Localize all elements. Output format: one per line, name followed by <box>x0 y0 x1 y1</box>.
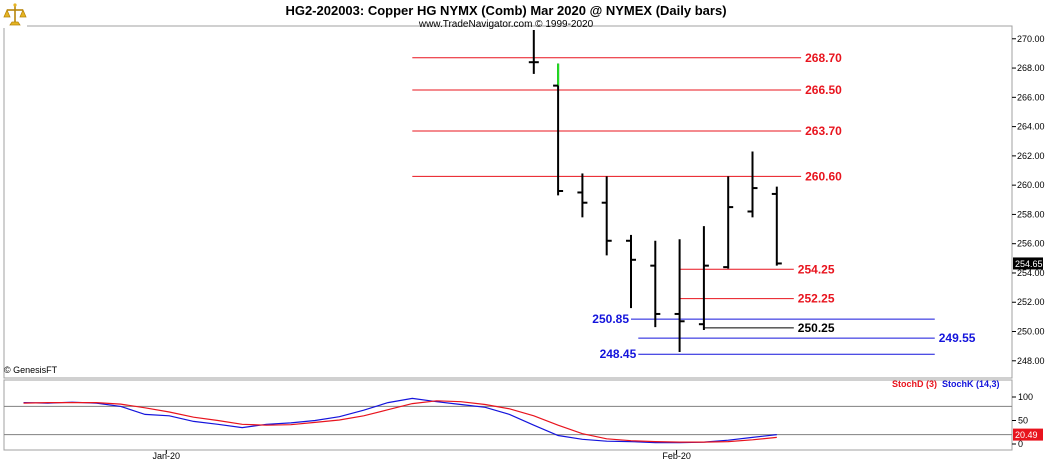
price-tick-label: 258.00 <box>1017 209 1045 219</box>
ohlc-bar <box>747 151 758 218</box>
chart-frame <box>3 25 1013 451</box>
time-tick-label: Feb-20 <box>662 451 691 461</box>
price-bars <box>528 30 782 353</box>
level-label: 266.50 <box>805 83 842 97</box>
ohlc-bar <box>553 63 564 196</box>
last-price-label: 254.65 <box>1015 259 1043 269</box>
price-tick-label: 248.00 <box>1017 356 1045 366</box>
stoch-last-box <box>1013 428 1043 441</box>
stochastic-panel: 0 50 100 20.49 StochD (3) StochK (14,3) <box>4 379 1043 449</box>
price-tick-label: 256.00 <box>1017 239 1045 249</box>
ohlc-bar <box>771 186 782 266</box>
level-label: 263.70 <box>805 124 842 138</box>
logo-icon <box>3 2 27 28</box>
level-label: 249.55 <box>939 331 976 345</box>
price-tick-label: 254.00 <box>1017 268 1045 278</box>
legend-stochd: StochD (3) <box>892 379 937 389</box>
legend-stochk: StochK (14,3) <box>942 379 1000 389</box>
price-tick-label: 262.00 <box>1017 151 1045 161</box>
chart-subtitle: www.TradeNavigator.com © 1999-2020 <box>418 19 594 30</box>
ohlc-bar <box>601 176 612 256</box>
level-label: 250.85 <box>592 312 629 326</box>
price-panel-border <box>3 25 1013 379</box>
ohlc-bar <box>698 226 709 331</box>
stoch-tick-label: 50 <box>1018 416 1028 426</box>
copyright-label: © GenesisFT <box>4 365 58 375</box>
level-label: 268.70 <box>805 51 842 65</box>
time-axis: Jan-20 Feb-20 <box>153 450 691 461</box>
ohlc-bar <box>723 176 734 269</box>
chart-title: HG2-202003: Copper HG NYMX (Comb) Mar 20… <box>285 3 727 18</box>
price-tick-label: 260.00 <box>1017 180 1045 190</box>
stoch-series-line <box>23 400 777 443</box>
time-tick-label: Jan-20 <box>153 451 181 461</box>
last-price-box <box>1013 257 1043 270</box>
price-tick-label: 264.00 <box>1017 122 1045 132</box>
level-label: 248.45 <box>600 347 637 361</box>
stoch-tick-label: 0 <box>1018 439 1023 449</box>
ohlc-bar <box>626 234 636 309</box>
stoch-last-label: 20.49 <box>1015 430 1038 440</box>
level-label: 254.25 <box>798 262 835 276</box>
price-tick-label: 252.00 <box>1017 297 1045 307</box>
level-label: 250.25 <box>798 321 835 335</box>
level-label: 260.60 <box>805 169 842 183</box>
stoch-series-line <box>23 397 777 444</box>
price-tick-label: 268.00 <box>1017 63 1045 73</box>
price-tick-label: 266.00 <box>1017 92 1045 102</box>
stoch-tick-label: 100 <box>1018 392 1033 402</box>
stoch-panel-border <box>3 379 1013 451</box>
price-tick-label: 250.00 <box>1017 327 1045 337</box>
price-axis: 248.00 250.00 252.00 254.00 256.00 258.00 260.… <box>1012 34 1045 366</box>
ohlc-bar <box>650 240 661 328</box>
ohlc-bar <box>577 173 588 218</box>
ohlc-bar <box>674 239 685 353</box>
price-levels: 268.70 266.50 263.70 260.60 254.25 252.25 250.… <box>412 51 976 361</box>
level-label: 252.25 <box>798 292 835 306</box>
price-tick-label: 270.00 <box>1017 34 1045 44</box>
ohlc-bar <box>528 30 539 74</box>
